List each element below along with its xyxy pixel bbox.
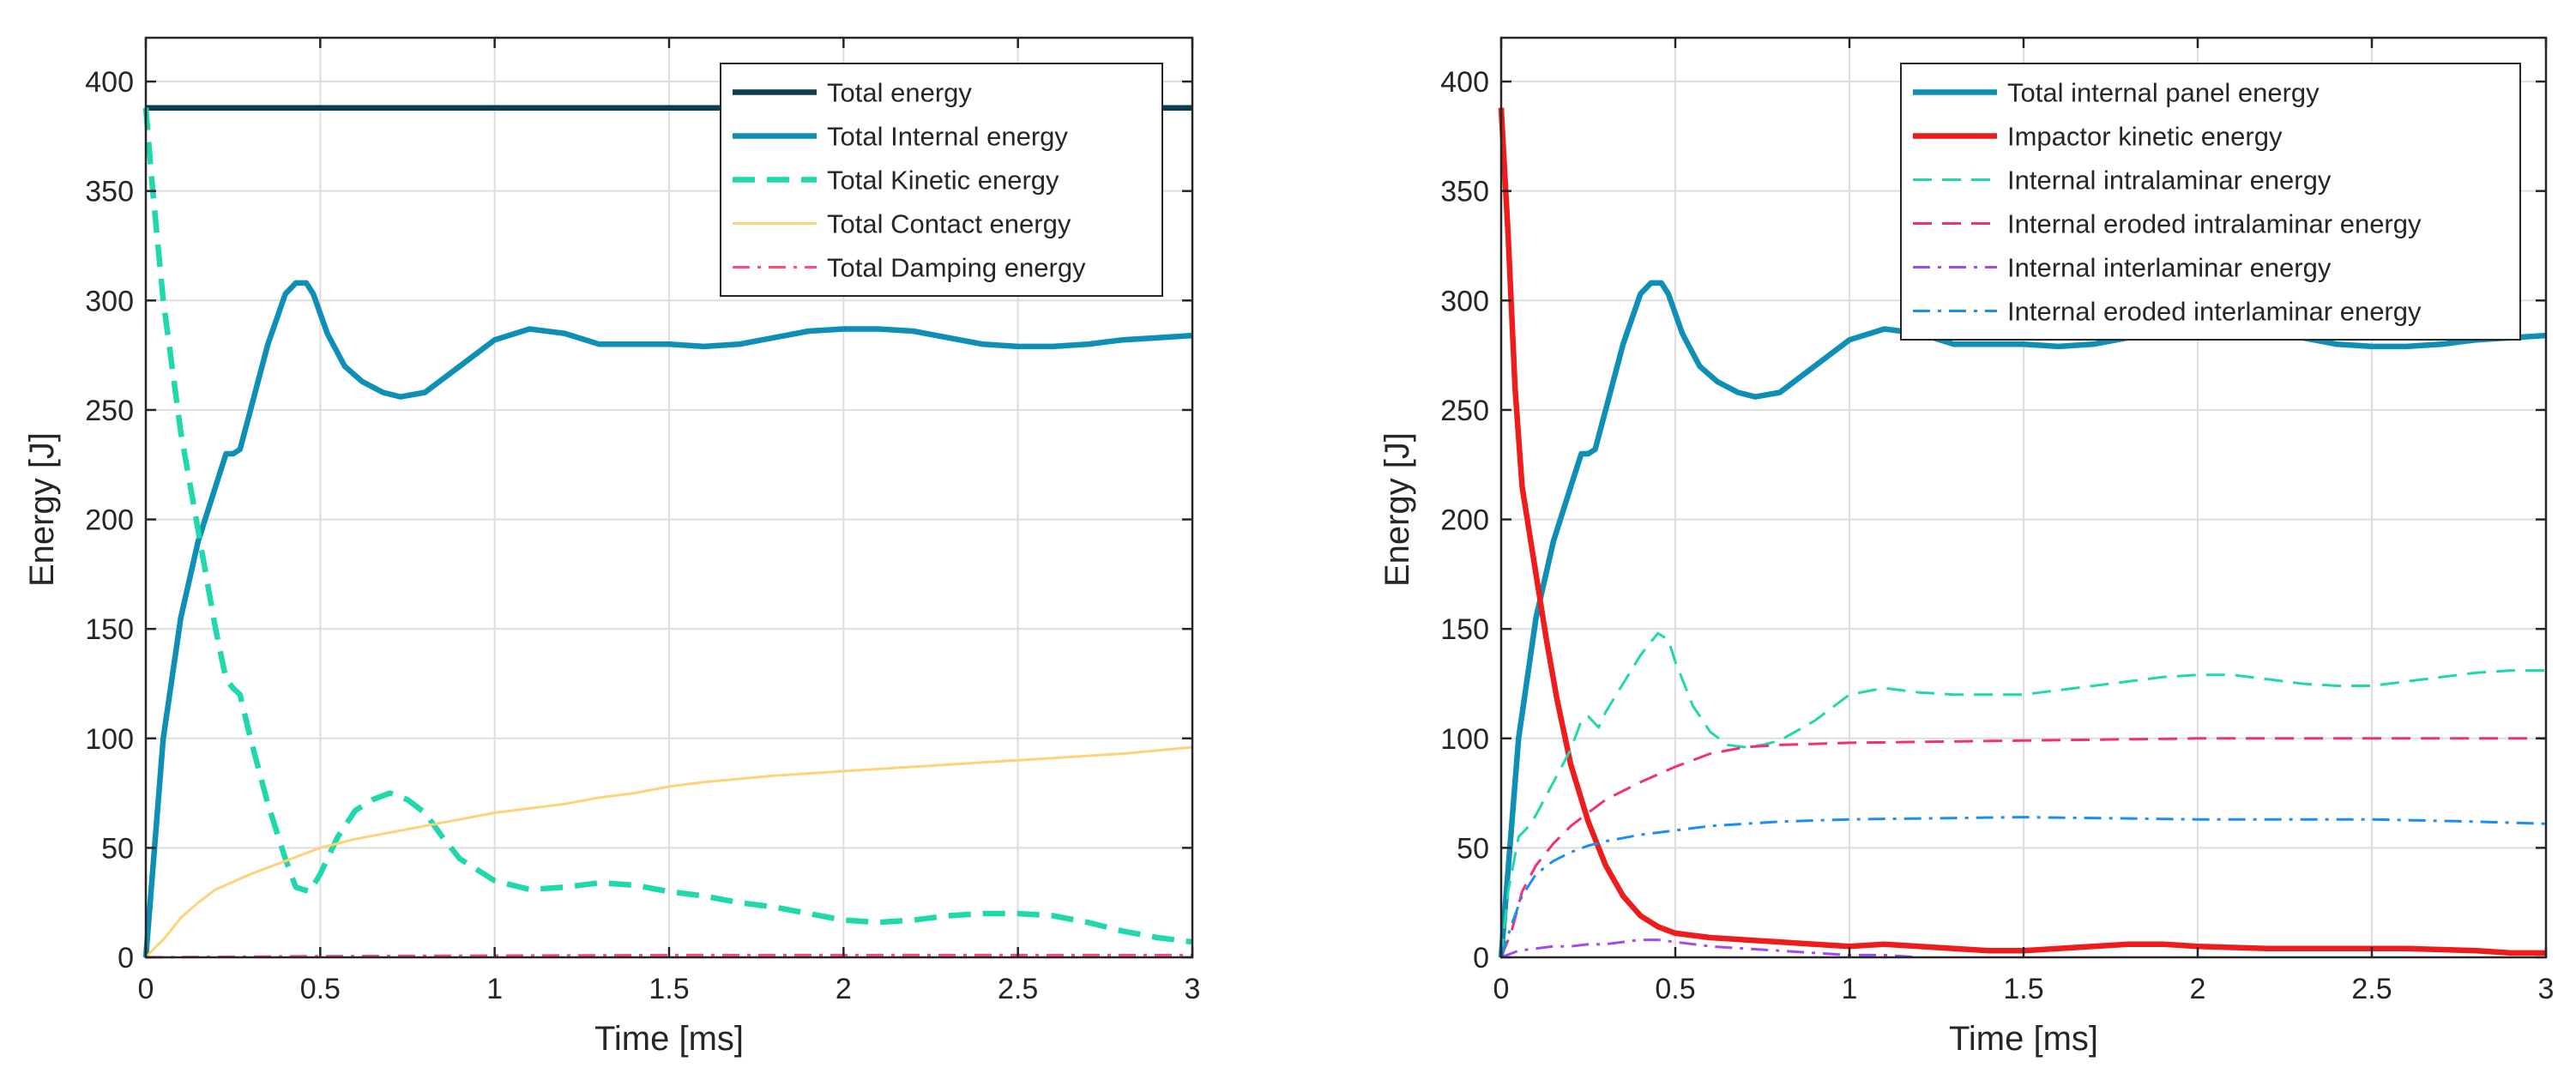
y-tick-label: 200 <box>1440 504 1489 537</box>
y-tick-label: 250 <box>1440 395 1489 427</box>
grid-lines <box>146 38 1192 957</box>
series-line-2 <box>1499 631 2546 958</box>
x-tick-label: 1.5 <box>649 973 689 1005</box>
y-tick-label: 150 <box>1440 613 1489 646</box>
series-line-1 <box>1498 107 2546 956</box>
y-tick-label: 250 <box>85 395 134 427</box>
x-tick-label: 2.5 <box>2351 973 2392 1005</box>
ticks: 0 0.5 1 1.5 2 2.5 3 0 50 100 150 200 250 300 350 400 <box>85 38 1200 1005</box>
x-tick-label: 1 <box>1842 973 1858 1005</box>
y-tick-label: 300 <box>85 285 134 317</box>
left-energy-chart: 0 0.5 1 1.5 2 2.5 3 0 50 100 150 200 250 300 350 400 Tim… <box>23 36 1200 1058</box>
legend: Total energy Total Internal energy Total K… <box>720 63 1163 297</box>
legend-box <box>1900 63 2521 341</box>
x-tick-label: 2 <box>836 973 852 1005</box>
legend-box <box>720 63 1163 297</box>
x-tick-label: 0.5 <box>300 973 341 1005</box>
legend-entry: Total internal panel energy <box>2007 78 2320 108</box>
series-line-3 <box>1499 737 2546 958</box>
legend: Total internal panel energy Impactor kine… <box>1900 63 2521 341</box>
x-tick-label: 2.5 <box>998 973 1038 1005</box>
y-tick-label: 100 <box>85 723 134 756</box>
x-tick-label: 3 <box>2538 973 2555 1005</box>
x-axis-label: Time [ms] <box>1949 1020 2098 1058</box>
legend-entry: Internal interlaminar energy <box>2007 253 2332 283</box>
ticks: 0 0.5 1 1.5 2 2.5 3 0 50 100 150 200 250 300 350 400 <box>1440 38 2554 1005</box>
x-tick-label: 1 <box>486 973 503 1005</box>
y-tick-label: 200 <box>85 504 134 537</box>
y-tick-label: 350 <box>85 176 134 208</box>
y-tick-label: 300 <box>1440 285 1489 317</box>
legend-entry: Total energy <box>827 78 972 108</box>
series-line-3 <box>144 745 1193 959</box>
x-tick-label: 0.5 <box>1655 973 1695 1005</box>
y-axis-label: Energy [J] <box>23 432 61 587</box>
x-tick-label: 3 <box>1185 973 1201 1005</box>
x-tick-label: 2 <box>2190 973 2206 1005</box>
series-line-1 <box>142 280 1193 958</box>
legend-entry: Total Contact energy <box>827 209 1071 239</box>
x-axis-label: Time [ms] <box>594 1020 744 1058</box>
legend-entry: Internal intralaminar energy <box>2007 166 2332 196</box>
y-tick-label: 0 <box>1473 942 1489 974</box>
legend-entry: Internal eroded interlaminar energy <box>2007 297 2422 327</box>
x-tick-label: 0 <box>1493 973 1510 1005</box>
legend-entry: Impactor kinetic energy <box>2007 122 2283 152</box>
y-tick-label: 50 <box>1457 832 1489 865</box>
y-tick-label: 50 <box>101 832 134 865</box>
y-tick-label: 350 <box>1440 176 1489 208</box>
legend-entry: Total Internal energy <box>827 122 1068 152</box>
series-line-5 <box>1499 816 2547 958</box>
y-tick-label: 150 <box>85 613 134 646</box>
series-line-4 <box>1500 938 1920 959</box>
y-tick-label: 0 <box>118 942 134 974</box>
y-tick-label: 400 <box>1440 66 1489 99</box>
legend-entry: Total Damping energy <box>827 253 1086 283</box>
series-line-2 <box>142 107 1193 945</box>
series-group <box>1498 107 2547 959</box>
legend-entry: Total Kinetic energy <box>827 166 1059 196</box>
legend-entry: Internal eroded intralaminar energy <box>2007 209 2422 239</box>
y-tick-label: 400 <box>85 66 134 99</box>
x-tick-label: 1.5 <box>2003 973 2043 1005</box>
y-tick-label: 100 <box>1440 723 1489 756</box>
right-energy-chart: 0 0.5 1 1.5 2 2.5 3 0 50 100 150 200 250 300 350 400 Tim… <box>1378 36 2554 1058</box>
y-axis-label: Energy [J] <box>1378 432 1416 587</box>
x-tick-label: 0 <box>138 973 154 1005</box>
